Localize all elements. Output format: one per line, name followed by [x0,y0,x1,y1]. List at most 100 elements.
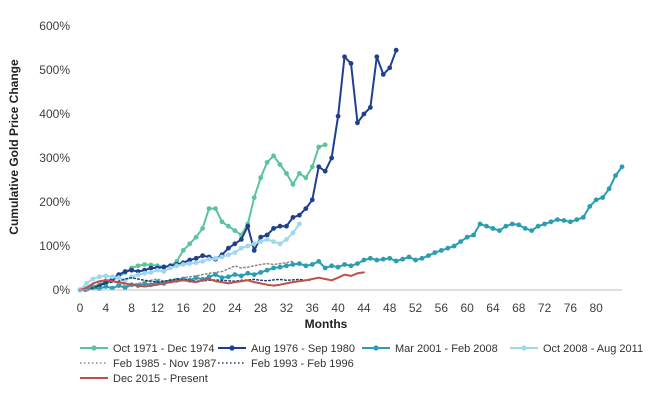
data-point [277,162,283,168]
data-point [342,262,347,267]
x-tick-label: 72 [538,301,552,315]
data-point [213,255,218,261]
data-point [522,226,528,231]
data-point [290,215,296,220]
series-3 [77,221,302,293]
data-point [303,206,309,212]
data-point [580,215,586,220]
data-point [232,241,238,247]
data-point [322,265,328,271]
data-point [135,263,141,269]
data-point [471,232,476,238]
legend-label: Oct 2008 - Aug 2011 [543,343,643,355]
x-tick-label: 76 [564,301,578,315]
data-point [296,221,302,227]
x-tick-label: 56 [435,301,449,315]
data-point [180,262,186,267]
y-tick-label: 0% [53,283,71,297]
data-point [238,273,244,279]
data-point [393,258,399,264]
data-point [303,175,309,181]
data-point [271,239,276,245]
x-tick-label: 8 [128,301,135,315]
data-point [122,285,128,291]
data-point [226,252,231,258]
data-point [251,248,257,253]
x-tick-label: 32 [280,301,294,315]
x-tick-label: 40 [331,301,345,315]
data-point [258,234,264,240]
data-point [271,153,276,159]
data-point [180,248,186,253]
data-point [251,195,257,201]
data-point [284,171,289,176]
data-point [548,219,554,225]
legend-label: Feb 1985 - Nov 1987 [113,358,216,370]
data-point [161,269,167,274]
data-point [258,239,264,245]
data-point [490,226,496,231]
data-point [329,155,335,161]
data-point [497,228,502,234]
legend-item: Mar 2001 - Feb 2008 [362,343,498,355]
data-point [251,272,257,277]
data-point [348,61,354,66]
data-point [206,256,212,262]
data-point [290,262,296,267]
series-line [79,49,398,291]
data-point [587,204,593,209]
data-point [226,245,231,251]
data-point [103,284,109,289]
data-point [296,212,302,218]
data-point [200,259,205,264]
x-tick-label: 28 [254,301,268,315]
data-point [477,221,483,227]
data-point [316,164,322,170]
data-point [232,250,238,256]
data-point [542,221,547,227]
data-point [109,274,115,280]
data-point [238,245,244,251]
data-point [316,144,322,150]
data-point [200,253,205,259]
data-point [142,262,147,267]
data-point [445,245,451,251]
data-point [90,276,96,282]
data-point [503,223,509,229]
x-tick-label: 48 [383,301,397,315]
data-point [187,261,193,266]
data-point [142,270,147,276]
data-point [219,219,225,225]
data-point [96,274,102,280]
data-point [309,164,315,170]
data-point [258,175,264,181]
data-point [393,47,399,53]
data-point [348,263,354,269]
data-point [309,197,315,203]
data-point [219,254,225,260]
data-point [593,197,599,203]
data-point [303,263,309,269]
data-point [322,142,328,148]
y-tick-label: 100% [39,239,70,253]
data-point [380,256,386,262]
legend-swatch-marker [373,345,379,351]
y-tick-label: 200% [39,195,70,209]
legend-item: Dec 2015 - Present [80,373,208,385]
data-point [264,160,270,165]
data-point [600,195,606,201]
data-point [271,226,276,231]
data-point [284,263,289,269]
data-point [451,243,457,249]
data-point [555,217,560,223]
series-line [79,143,327,291]
y-tick-label: 600% [39,19,70,33]
data-point [387,255,393,261]
legend-item: Oct 1971 - Dec 1974 [80,343,215,355]
data-point [284,237,289,242]
data-point [426,253,431,259]
data-point [335,113,341,119]
data-point [200,226,205,231]
data-point [613,173,618,179]
x-tick-label: 4 [102,301,109,315]
